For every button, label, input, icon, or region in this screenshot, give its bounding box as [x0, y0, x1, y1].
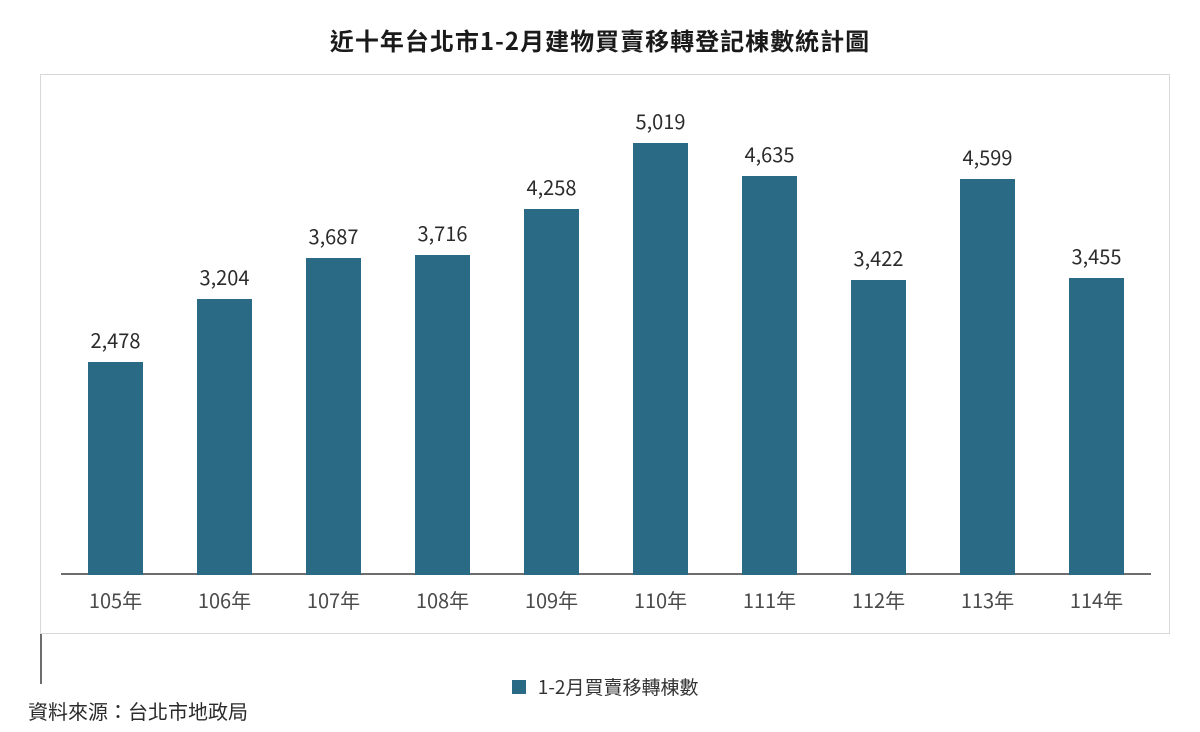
bar: [633, 143, 688, 575]
legend-swatch: [512, 680, 526, 694]
page: 近十年台北市1-2月建物買賣移轉登記棟數統計圖 2,478 105年 3,204 10…: [0, 0, 1200, 732]
x-tick-label: 114年: [1070, 585, 1123, 614]
x-tick-label: 108年: [416, 585, 469, 614]
chart-title: 近十年台北市1-2月建物買賣移轉登記棟數統計圖: [0, 0, 1200, 57]
bar: [742, 176, 797, 575]
bar-value-label: 4,635: [745, 139, 795, 168]
left-rule: [40, 634, 42, 684]
x-tick-label: 112年: [852, 585, 905, 614]
plot-area: 2,478105年3,204106年3,687107年3,716108年4,25…: [61, 93, 1151, 575]
source-text: 資料來源：台北市地政局: [28, 696, 248, 725]
bar-value-label: 3,716: [418, 218, 468, 247]
bar-value-label: 2,478: [91, 325, 141, 354]
bar-value-label: 3,455: [1072, 241, 1122, 270]
bar: [851, 280, 906, 575]
bar-value-label: 4,599: [963, 142, 1013, 171]
x-tick-label: 107年: [307, 585, 360, 614]
x-tick-label: 111年: [743, 585, 796, 614]
bar-value-label: 4,258: [527, 172, 577, 201]
x-tick-label: 106年: [198, 585, 251, 614]
bar: [415, 255, 470, 575]
bar: [1069, 278, 1124, 575]
legend-label: 1-2月買賣移轉棟數: [538, 673, 699, 700]
x-tick-label: 109年: [525, 585, 578, 614]
bar: [960, 179, 1015, 575]
x-tick-label: 105年: [89, 585, 142, 614]
bar: [524, 209, 579, 575]
x-tick-label: 113年: [961, 585, 1014, 614]
bar-value-label: 3,422: [854, 243, 904, 272]
bar-value-label: 3,687: [309, 221, 359, 250]
bar-value-label: 5,019: [636, 106, 686, 135]
x-tick-label: 110年: [634, 585, 687, 614]
bar: [88, 362, 143, 575]
chart-frame: 2,478 105年 3,204 106年 3,687 107年 3,716 108年 4,25…: [40, 74, 1170, 634]
bar: [197, 299, 252, 575]
bar: [306, 258, 361, 575]
bar-value-label: 3,204: [200, 262, 250, 291]
